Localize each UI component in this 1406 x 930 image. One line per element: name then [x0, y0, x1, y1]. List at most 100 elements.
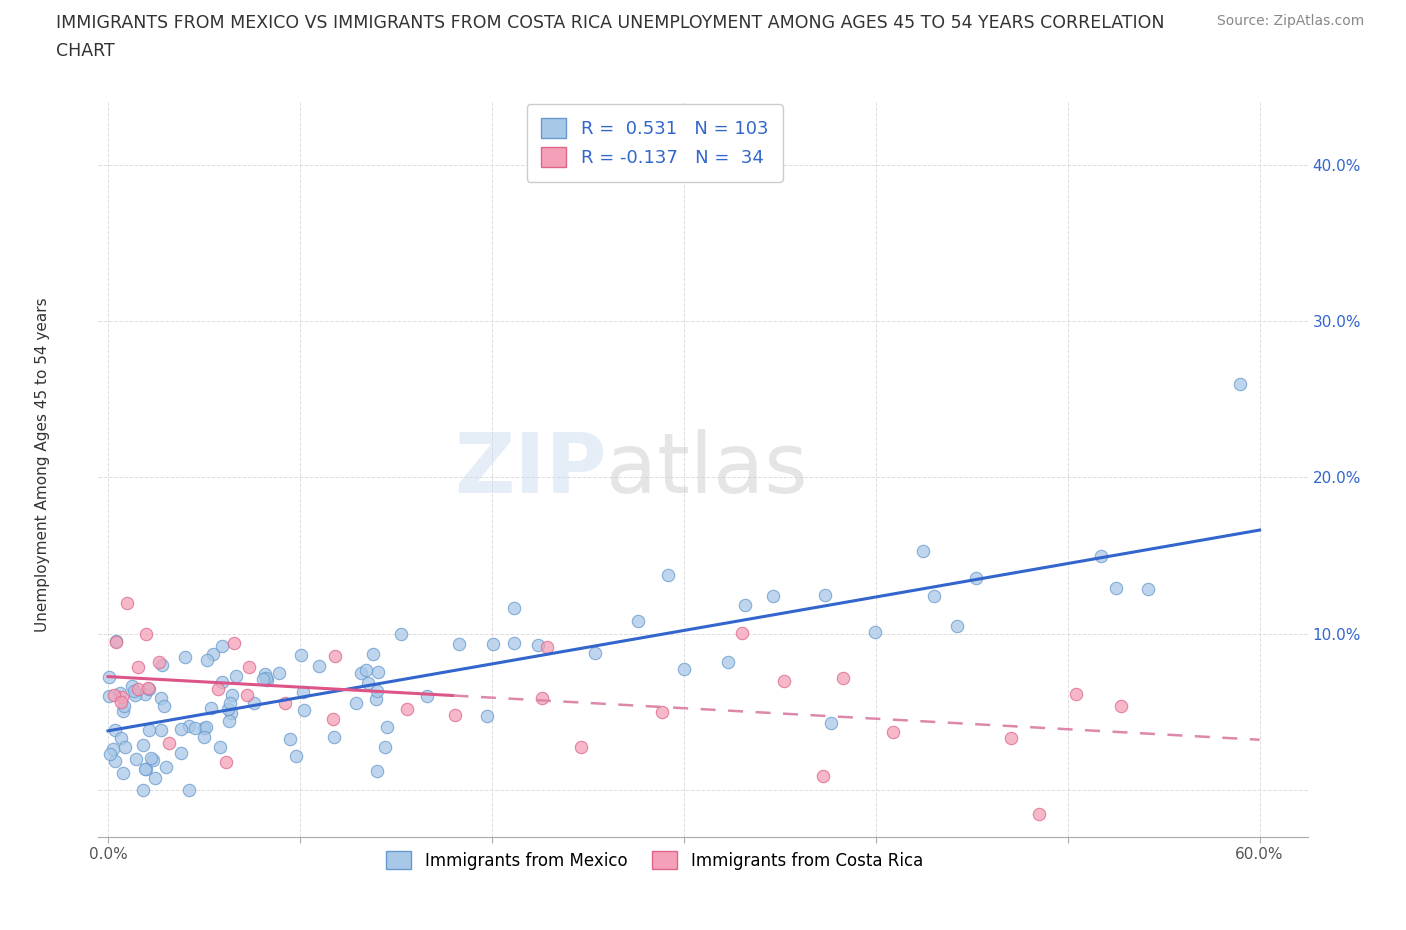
Point: [814, 588, 837, 603]
Point: [1105, 580, 1128, 595]
Point: [308, 658, 330, 673]
Point: [820, 715, 842, 730]
Point: [184, 721, 207, 736]
Point: [530, 691, 553, 706]
Point: [112, 765, 135, 780]
Point: [207, 682, 229, 697]
Point: [395, 702, 418, 717]
Point: [1137, 581, 1160, 596]
Point: [911, 543, 934, 558]
Point: [527, 638, 550, 653]
Point: [135, 761, 157, 776]
Point: [103, 687, 125, 702]
Point: [111, 690, 134, 705]
Point: [1000, 731, 1022, 746]
Point: [122, 684, 145, 698]
Point: [965, 571, 987, 586]
Point: [762, 588, 785, 603]
Point: [477, 709, 499, 724]
Text: CHART: CHART: [56, 42, 115, 60]
Point: [269, 666, 291, 681]
Text: atlas: atlas: [606, 429, 808, 511]
Point: [132, 783, 155, 798]
Point: [1064, 686, 1087, 701]
Point: [672, 661, 695, 676]
Point: [101, 741, 124, 756]
Point: [134, 761, 156, 776]
Point: [219, 696, 242, 711]
Point: [443, 708, 465, 723]
Point: [367, 664, 389, 679]
Point: [104, 635, 127, 650]
Point: [322, 711, 344, 726]
Point: [214, 754, 236, 769]
Point: [225, 669, 247, 684]
Point: [416, 688, 439, 703]
Point: [121, 678, 143, 693]
Point: [1109, 699, 1132, 714]
Point: [236, 688, 259, 703]
Point: [946, 618, 969, 633]
Point: [274, 696, 297, 711]
Point: [863, 624, 886, 639]
Point: [143, 771, 166, 786]
Point: [717, 655, 740, 670]
Point: [651, 705, 673, 720]
Point: [389, 627, 412, 642]
Point: [177, 783, 200, 798]
Point: [104, 723, 127, 737]
Point: [103, 754, 125, 769]
Text: IMMIGRANTS FROM MEXICO VS IMMIGRANTS FROM COSTA RICA UNEMPLOYMENT AMONG AGES 45 : IMMIGRANTS FROM MEXICO VS IMMIGRANTS FRO…: [56, 14, 1164, 32]
Point: [536, 640, 558, 655]
Point: [148, 655, 170, 670]
Point: [193, 730, 215, 745]
Point: [344, 696, 367, 711]
Point: [354, 662, 377, 677]
Point: [243, 695, 266, 710]
Point: [211, 639, 233, 654]
Point: [138, 682, 160, 697]
Point: [127, 659, 149, 674]
Point: [363, 646, 385, 661]
Point: [481, 636, 503, 651]
Point: [218, 713, 240, 728]
Point: [170, 721, 193, 736]
Point: [125, 751, 148, 766]
Point: [136, 680, 159, 695]
Point: [256, 673, 278, 688]
Point: [115, 595, 138, 610]
Point: [222, 635, 245, 650]
Point: [110, 694, 132, 709]
Point: [366, 764, 388, 779]
Point: [374, 740, 396, 755]
Point: [350, 666, 373, 681]
Point: [734, 598, 756, 613]
Point: [208, 739, 231, 754]
Text: Unemployment Among Ages 45 to 54 years: Unemployment Among Ages 45 to 54 years: [35, 298, 49, 632]
Point: [110, 731, 132, 746]
Point: [170, 746, 193, 761]
Point: [98, 689, 121, 704]
Point: [221, 706, 243, 721]
Point: [375, 720, 398, 735]
Point: [179, 719, 201, 734]
Point: [194, 720, 217, 735]
Point: [322, 730, 344, 745]
Point: [922, 588, 945, 603]
Point: [114, 739, 136, 754]
Point: [503, 600, 526, 615]
Point: [132, 737, 155, 752]
Point: [772, 673, 794, 688]
Text: ZIP: ZIP: [454, 429, 606, 511]
Point: [134, 686, 156, 701]
Point: [278, 732, 301, 747]
Point: [200, 700, 222, 715]
Point: [364, 691, 387, 706]
Point: [627, 614, 650, 629]
Point: [110, 686, 132, 701]
Point: [100, 747, 122, 762]
Point: [357, 675, 380, 690]
Point: [201, 647, 224, 662]
Point: [571, 739, 593, 754]
Point: [291, 684, 314, 699]
